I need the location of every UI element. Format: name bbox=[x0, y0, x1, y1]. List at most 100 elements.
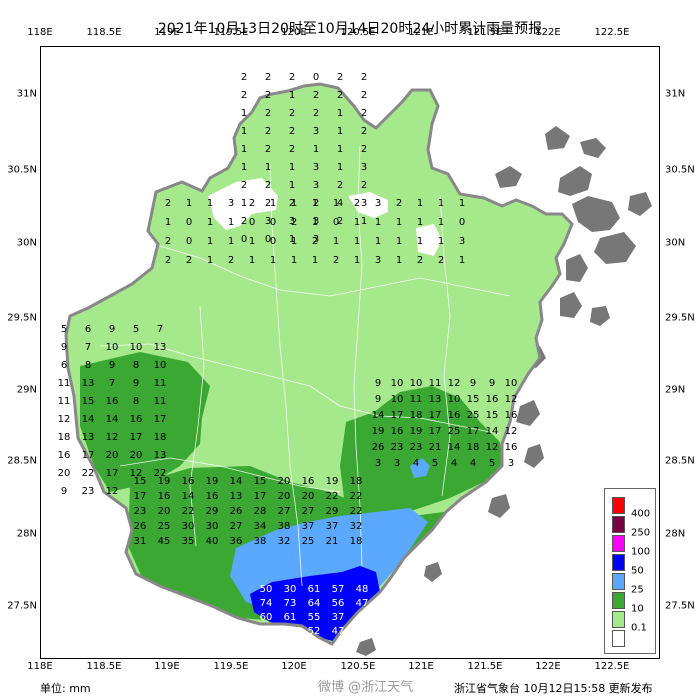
station-value: 15 bbox=[486, 410, 499, 421]
station-value: 3 bbox=[375, 255, 381, 266]
station-value: 11 bbox=[429, 378, 442, 389]
station-value: 2 bbox=[361, 90, 367, 101]
station-value: 17 bbox=[429, 410, 442, 421]
y-tick-label-right: 29.5N bbox=[665, 312, 695, 324]
station-value: 60 bbox=[260, 612, 273, 623]
station-value: 9 bbox=[489, 378, 495, 389]
y-tick-label-right: 28.5N bbox=[665, 455, 695, 467]
station-value: 14 bbox=[230, 476, 243, 487]
x-tick-label-bottom: 121.5E bbox=[467, 661, 503, 672]
station-value: 25 bbox=[448, 426, 461, 437]
station-value: 37 bbox=[332, 612, 345, 623]
station-value: 2 bbox=[337, 180, 343, 191]
station-value: 36 bbox=[230, 536, 243, 547]
station-value: 9 bbox=[109, 324, 115, 335]
station-value: 1 bbox=[165, 217, 171, 228]
legend-swatch bbox=[612, 535, 625, 552]
x-tick-label-bottom: 118E bbox=[27, 661, 53, 672]
unit-label: 单位: mm bbox=[40, 682, 91, 695]
station-value: 21 bbox=[326, 536, 339, 547]
station-value: 11 bbox=[410, 394, 423, 405]
station-value: 30 bbox=[284, 584, 297, 595]
station-value: 2 bbox=[337, 216, 343, 227]
station-value: 61 bbox=[308, 584, 321, 595]
station-value: 18 bbox=[350, 476, 363, 487]
station-value: 45 bbox=[158, 536, 171, 547]
station-value: 16 bbox=[130, 414, 143, 425]
station-value: 1 bbox=[337, 144, 343, 155]
station-value: 2 bbox=[361, 72, 367, 83]
station-value: 3 bbox=[313, 126, 319, 137]
station-value: 25 bbox=[467, 410, 480, 421]
station-value: 19 bbox=[372, 426, 385, 437]
x-tick-label-top: 120E bbox=[281, 27, 307, 38]
station-value: 11 bbox=[58, 378, 71, 389]
station-value: 1 bbox=[241, 162, 247, 173]
y-tick-label-left: 30N bbox=[16, 237, 37, 249]
x-tick-label-top: 121.5E bbox=[467, 27, 503, 38]
station-value: 61 bbox=[284, 612, 297, 623]
station-value: 15 bbox=[467, 394, 480, 405]
station-value: 8 bbox=[133, 396, 139, 407]
station-value: 9 bbox=[109, 360, 115, 371]
station-value: 1 bbox=[396, 217, 402, 228]
station-value: 1 bbox=[289, 234, 295, 245]
station-value: 16 bbox=[505, 442, 518, 453]
station-value: 2 bbox=[354, 198, 360, 209]
station-value: 0 bbox=[265, 234, 271, 245]
station-value: 16 bbox=[486, 394, 499, 405]
legend-label: 100 bbox=[631, 546, 651, 558]
station-value: 9 bbox=[61, 486, 67, 497]
station-value: 23 bbox=[410, 442, 423, 453]
station-value: 2 bbox=[337, 72, 343, 83]
station-value: 57 bbox=[332, 584, 345, 595]
station-value: 1 bbox=[291, 198, 297, 209]
station-value: 1 bbox=[289, 90, 295, 101]
station-value: 27 bbox=[302, 506, 315, 517]
station-value: 1 bbox=[459, 198, 465, 209]
station-value: 22 bbox=[82, 468, 95, 479]
station-value: 0 bbox=[333, 217, 339, 228]
station-value: 30 bbox=[182, 521, 195, 532]
station-value: 13 bbox=[82, 432, 95, 443]
x-tick-label-top: 122.5E bbox=[594, 27, 630, 38]
rain-class-10-25-east bbox=[340, 386, 502, 516]
station-value: 10 bbox=[505, 378, 518, 389]
station-value: 2 bbox=[417, 255, 423, 266]
legend-label: 0.1 bbox=[631, 622, 647, 634]
station-value: 25 bbox=[302, 536, 315, 547]
station-value: 12 bbox=[505, 426, 518, 437]
y-tick-label-left: 29N bbox=[16, 384, 37, 396]
station-value: 47 bbox=[332, 626, 345, 637]
station-value: 1 bbox=[354, 217, 360, 228]
rain-class-25-50-spot bbox=[410, 458, 430, 478]
station-value: 0 bbox=[270, 236, 276, 247]
station-value: 14 bbox=[372, 410, 385, 421]
station-value: 1 bbox=[291, 255, 297, 266]
legend-label: 250 bbox=[631, 527, 651, 539]
station-value: 2 bbox=[396, 198, 402, 209]
station-value: 7 bbox=[109, 378, 115, 389]
y-tick-label-right: 29N bbox=[665, 384, 686, 396]
x-tick-label-bottom: 119E bbox=[154, 661, 180, 672]
station-value: 14 bbox=[182, 491, 195, 502]
station-value: 1 bbox=[207, 255, 213, 266]
station-value: 1 bbox=[438, 217, 444, 228]
y-tick-label-left: 28N bbox=[16, 528, 37, 540]
station-value: 50 bbox=[260, 626, 273, 637]
y-tick-label-right: 31N bbox=[665, 88, 686, 100]
y-tick-label-left: 31N bbox=[16, 88, 37, 100]
station-value: 35 bbox=[182, 536, 195, 547]
x-tick-label-bottom: 122E bbox=[535, 661, 561, 672]
station-value: 1 bbox=[291, 236, 297, 247]
y-tick-label-left: 27.5N bbox=[7, 600, 37, 612]
station-value: 3 bbox=[228, 198, 234, 209]
x-tick-label-top: 119.5E bbox=[213, 27, 249, 38]
station-value: 1 bbox=[228, 217, 234, 228]
station-value: 47 bbox=[356, 598, 369, 609]
station-value: 11 bbox=[154, 396, 167, 407]
station-value: 10 bbox=[448, 394, 461, 405]
station-value: 19 bbox=[326, 476, 339, 487]
station-value: 16 bbox=[58, 450, 71, 461]
station-value: 10 bbox=[154, 360, 167, 371]
